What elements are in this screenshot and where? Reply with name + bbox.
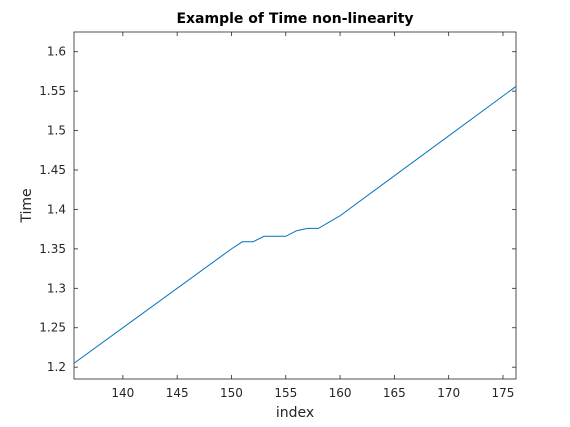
y-tick-label: 1.2 [47, 360, 66, 374]
y-tick-label: 1.45 [39, 163, 66, 177]
x-tick-label: 175 [492, 386, 515, 400]
x-tick-label: 160 [329, 386, 352, 400]
y-axis-label: Time [19, 188, 35, 223]
y-tick-label: 1.3 [47, 281, 66, 295]
series-layer [73, 86, 517, 364]
plot-area [73, 31, 517, 380]
y-tick-label: 1.5 [47, 124, 66, 138]
y-tick-label: 1.25 [39, 321, 66, 335]
y-tick-label: 1.35 [39, 242, 66, 256]
y-tick-label: 1.55 [39, 84, 66, 98]
x-tick-label: 145 [166, 386, 189, 400]
x-axis-label: index [276, 405, 314, 421]
x-tick-label: 140 [111, 386, 134, 400]
series-line [73, 86, 517, 364]
y-tick-label: 1.4 [47, 202, 66, 216]
x-tick-label: 155 [274, 386, 297, 400]
y-tick-label: 1.6 [47, 45, 66, 59]
ticks-layer: 140 145 150 155 160 165 170 175 1.2 1.25 1.3 1.35 1.… [39, 32, 516, 400]
x-tick-label: 150 [220, 386, 243, 400]
x-tick-label: 165 [383, 386, 406, 400]
x-tick-label: 170 [437, 386, 460, 400]
chart-title: Example of Time non-linearity [176, 11, 413, 27]
